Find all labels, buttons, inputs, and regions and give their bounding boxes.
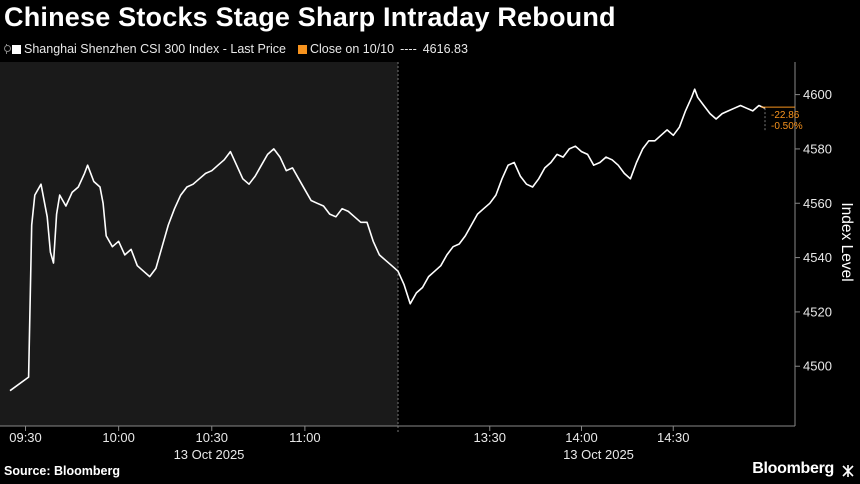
source-note: Source: Bloomberg (4, 464, 120, 478)
legend-series-label: Shanghai Shenzhen CSI 300 Index - Last P… (24, 42, 286, 56)
x-tick-label: 14:00 (565, 430, 598, 445)
y-tick-label: 4540 (803, 250, 832, 265)
y-axis-title: Index Level (838, 202, 855, 281)
legend-close-dashes: ---- (400, 42, 417, 56)
legend-series-swatch (12, 44, 21, 54)
brand-logo: Bloomberg (752, 460, 834, 477)
change-pct-label: -0.50% (771, 121, 803, 132)
x-tick-label: 14:30 (657, 430, 690, 445)
legend: Shanghai Shenzhen CSI 300 Index - Last P… (4, 41, 468, 57)
y-tick-label: 4500 (803, 359, 832, 374)
x-date-label-morning: 13 Oct 2025 (174, 447, 245, 462)
series-line-csi300 (9, 88, 766, 392)
x-date-label-afternoon: 13 Oct 2025 (563, 447, 634, 462)
y-tick-label: 4520 (803, 304, 832, 319)
x-tick-label: 13:30 (473, 430, 506, 445)
chart-title: Chinese Stocks Stage Sharp Intraday Rebo… (4, 2, 616, 32)
x-tick-label: 09:30 (9, 430, 42, 445)
x-tick-label: 11:00 (289, 430, 321, 445)
change-value-label: -22.86 (771, 110, 800, 121)
y-tick-label: 4600 (803, 87, 832, 102)
legend-pin-icon (4, 44, 11, 54)
legend-close-value: 4616.83 (422, 42, 468, 56)
x-tick-label: 10:00 (102, 430, 135, 445)
y-tick-label: 4580 (803, 141, 832, 156)
y-tick-label: 4560 (803, 196, 832, 211)
legend-close-swatch (297, 44, 307, 54)
afternoon-session-bg (398, 62, 795, 426)
x-tick-label: 10:30 (195, 430, 228, 445)
bloomberg-mark-icon (840, 463, 856, 479)
legend-close-label: Close on 10/10 (309, 42, 395, 56)
morning-session-bg (0, 62, 398, 426)
